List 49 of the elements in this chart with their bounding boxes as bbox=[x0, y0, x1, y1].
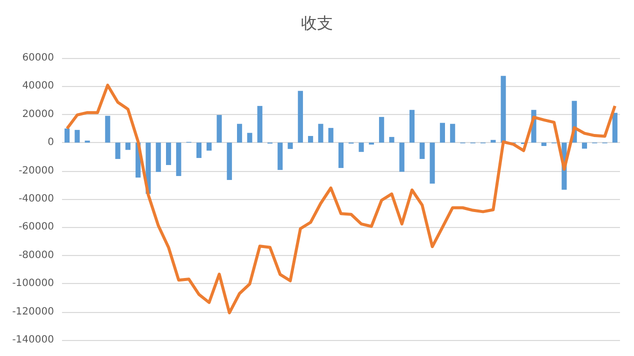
bar bbox=[379, 116, 384, 143]
bar bbox=[399, 142, 404, 172]
y-tick-label: 40000 bbox=[22, 80, 54, 92]
bar bbox=[440, 122, 445, 143]
line-series bbox=[66, 84, 616, 314]
bar bbox=[74, 130, 80, 143]
bar bbox=[500, 76, 506, 143]
bar bbox=[237, 124, 242, 143]
bar bbox=[216, 114, 222, 143]
bar bbox=[206, 142, 212, 151]
bar bbox=[541, 142, 546, 146]
bar bbox=[338, 142, 344, 168]
bar bbox=[409, 110, 415, 143]
bar bbox=[420, 142, 425, 159]
bar bbox=[115, 142, 120, 159]
bar bbox=[318, 124, 324, 143]
bar bbox=[196, 142, 202, 158]
bar bbox=[125, 142, 130, 150]
bar bbox=[64, 128, 70, 143]
bar bbox=[156, 142, 161, 172]
y-tick-label: -60000 bbox=[18, 222, 54, 233]
bar bbox=[612, 112, 618, 143]
bar bbox=[288, 142, 293, 149]
y-tick-label: -140000 bbox=[12, 334, 54, 346]
y-tick-label: 20000 bbox=[22, 108, 54, 120]
chart-title: 收支 bbox=[301, 14, 333, 32]
bar bbox=[308, 136, 314, 143]
bar bbox=[328, 128, 334, 143]
y-tick-label: -40000 bbox=[18, 194, 54, 204]
bar bbox=[490, 140, 496, 143]
bar bbox=[166, 142, 172, 166]
y-tick-label: -80000 bbox=[18, 250, 54, 261]
y-tick-label: -20000 bbox=[18, 165, 54, 176]
bar bbox=[257, 106, 262, 143]
bar bbox=[582, 142, 588, 149]
bar bbox=[226, 142, 232, 180]
y-tick-label: -100000 bbox=[12, 278, 54, 290]
bar bbox=[105, 116, 110, 143]
bar bbox=[358, 142, 364, 152]
bar bbox=[278, 142, 283, 170]
bar bbox=[430, 142, 435, 184]
bar bbox=[298, 90, 303, 143]
y-tick-label: -120000 bbox=[12, 306, 54, 318]
bar bbox=[450, 124, 456, 143]
bar bbox=[176, 142, 182, 176]
bar bbox=[247, 132, 252, 143]
y-tick-label: 60000 bbox=[22, 52, 54, 64]
y-tick-label: 0 bbox=[48, 137, 54, 148]
bar bbox=[389, 136, 394, 143]
